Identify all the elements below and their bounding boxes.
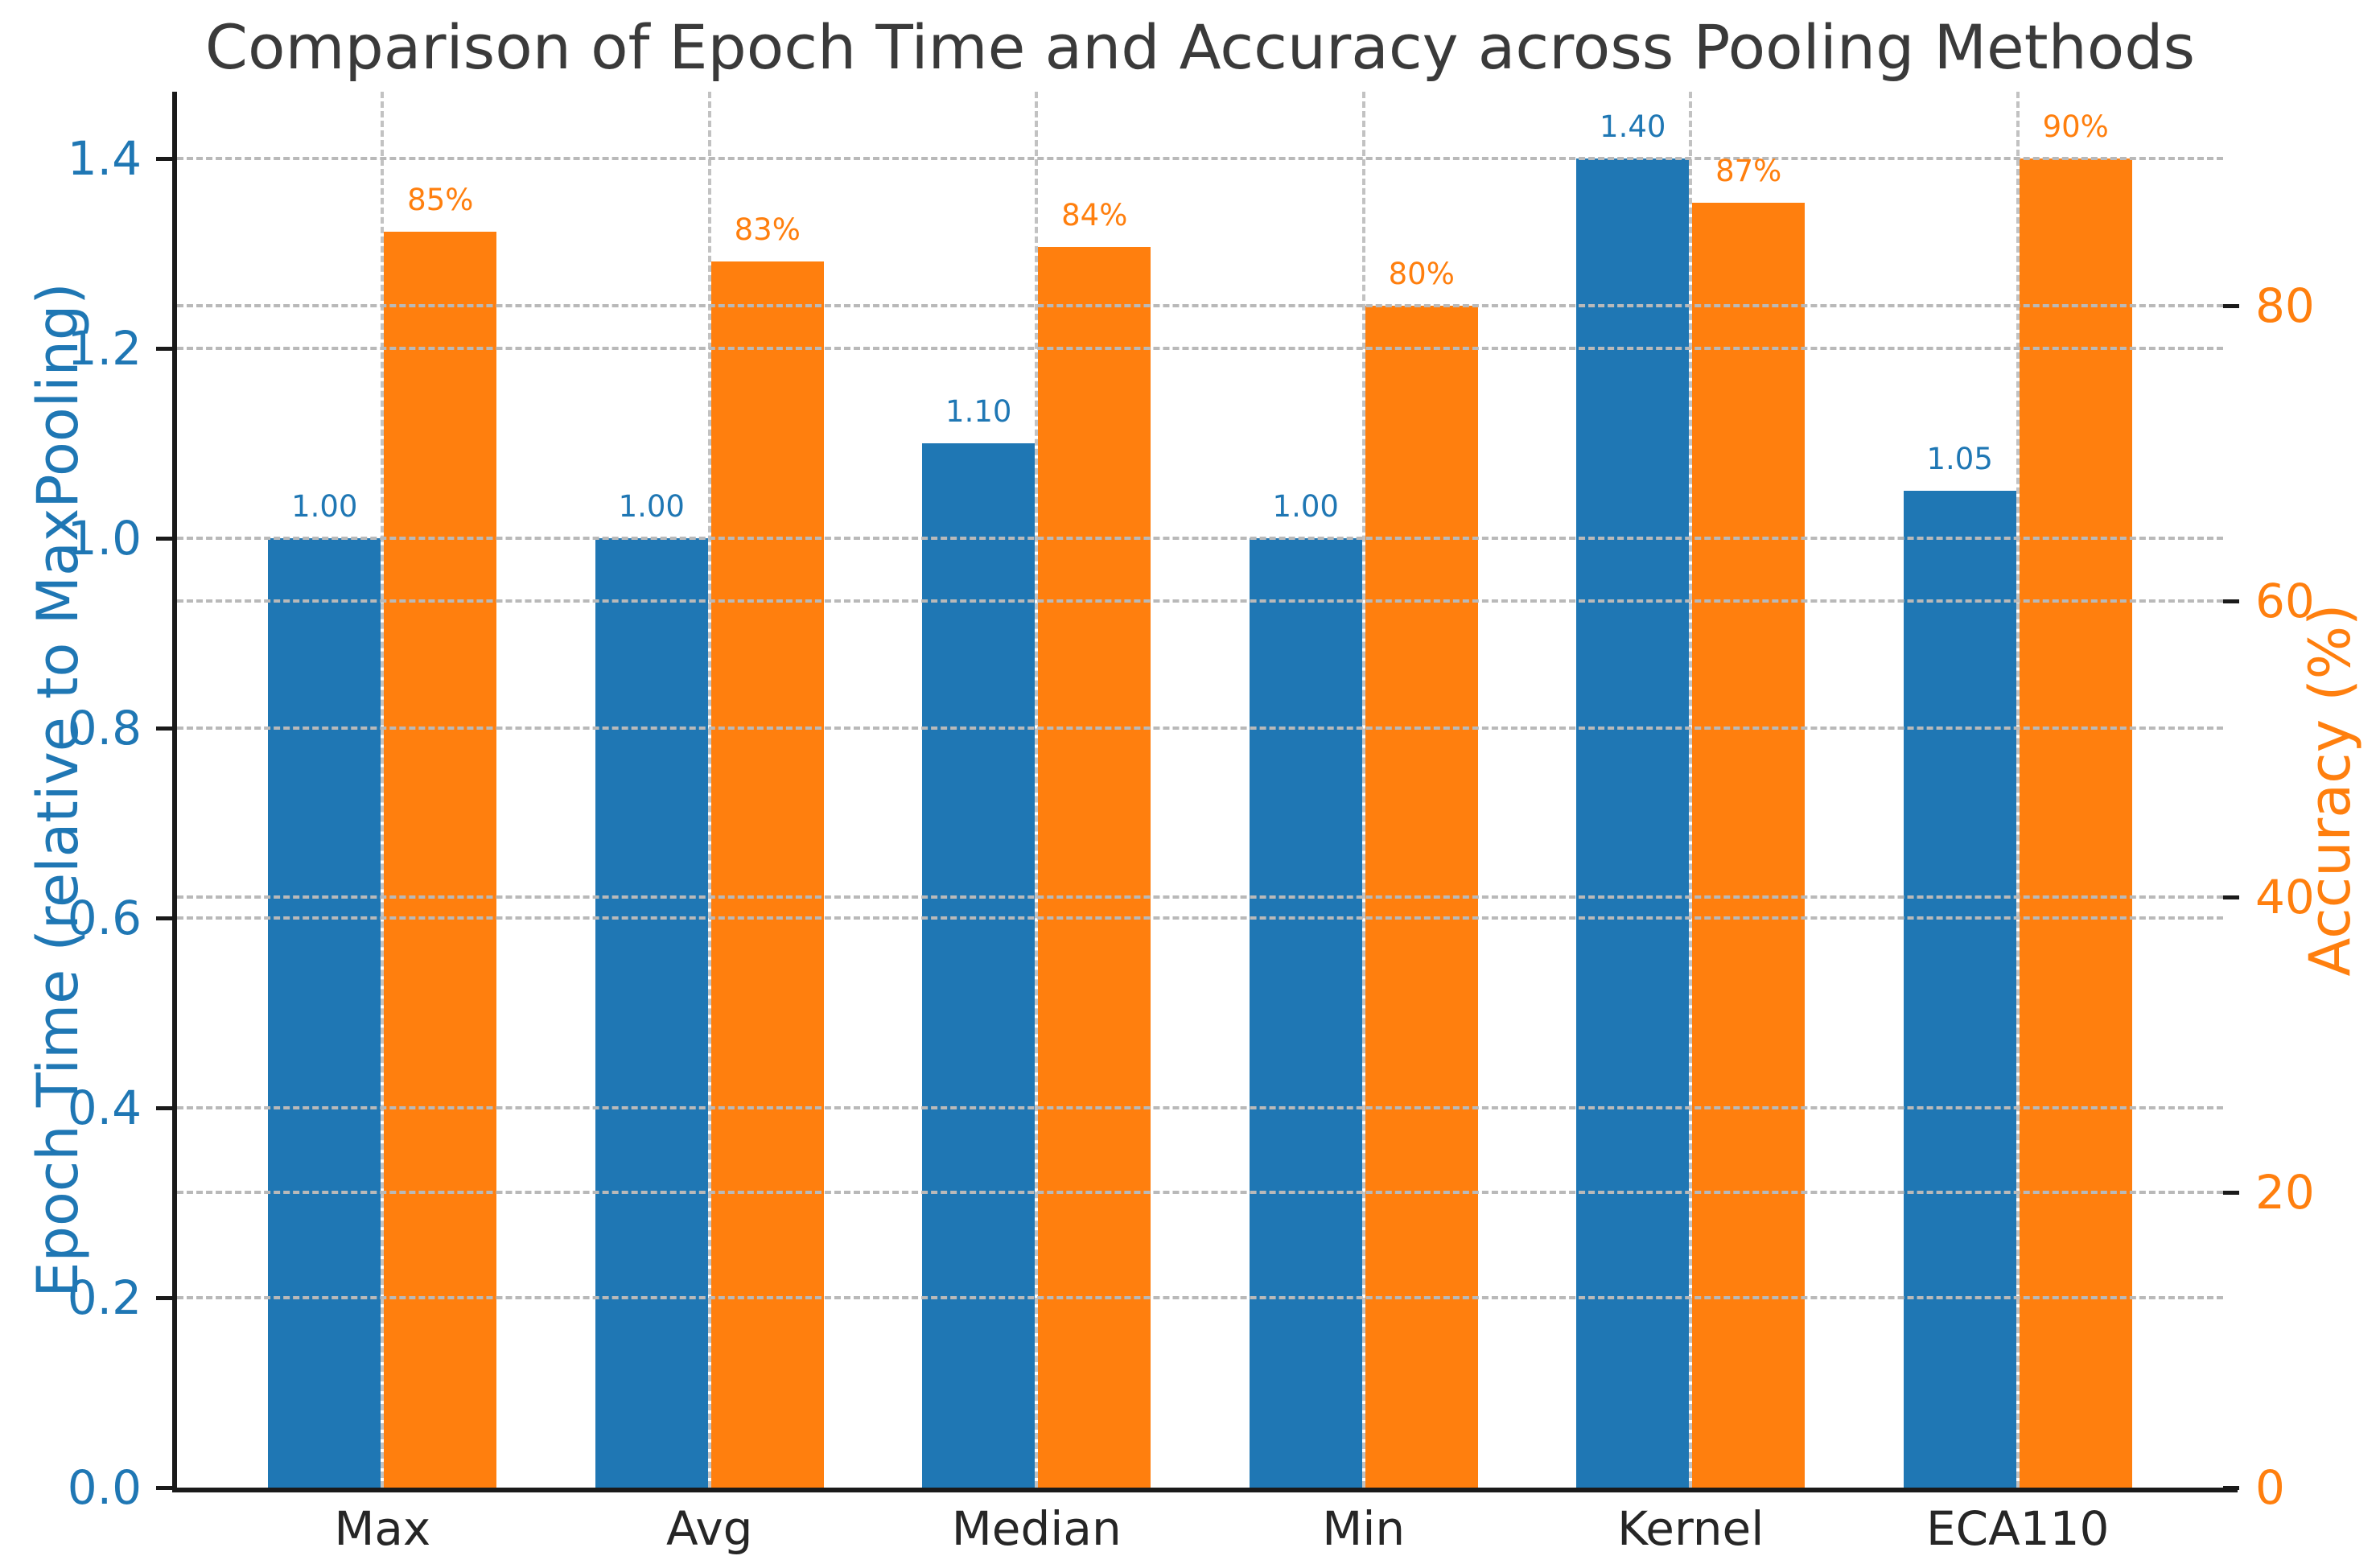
horizontal-gridline <box>177 726 2223 730</box>
left-tick-label: 0.8 <box>67 700 142 755</box>
plot-area: 0.0 0.2 0.4 0.6 0.8 1.0 1.2 1.4 0 20 40 60 80 Max Avg M… <box>68 92 2315 1552</box>
epoch-time-bar <box>268 537 381 1488</box>
left-tick-mark <box>156 726 172 731</box>
left-tick-label: 0.6 <box>67 890 142 945</box>
accuracy-bar <box>1038 246 1151 1488</box>
right-tick-label: 80 <box>2255 278 2315 334</box>
horizontal-gridline <box>177 1190 2223 1194</box>
horizontal-gridline <box>177 916 2223 920</box>
category-label: Kernel <box>1617 1501 1764 1556</box>
category-label: Median <box>951 1501 1122 1556</box>
left-tick-mark <box>156 916 172 920</box>
left-tick-mark <box>156 1105 172 1110</box>
right-tick-mark <box>2223 895 2239 899</box>
accuracy-value-label: 80% <box>1388 257 1455 292</box>
category-label: Max <box>334 1501 431 1556</box>
accuracy-bar <box>384 232 497 1488</box>
epoch-time-value-label: 1.05 <box>1926 441 1993 476</box>
vertical-gridline <box>2016 92 2020 1488</box>
left-tick-label: 0.2 <box>67 1270 142 1325</box>
right-tick-label: 20 <box>2255 1164 2315 1220</box>
left-axis-label: Epoch Time (relative to MaxPooling) <box>25 282 91 1298</box>
horizontal-gridline <box>177 156 2223 160</box>
horizontal-gridline <box>177 346 2223 350</box>
accuracy-value-label: 85% <box>407 183 474 218</box>
epoch-time-bar <box>1903 490 2016 1488</box>
accuracy-value-label: 90% <box>2042 109 2109 144</box>
left-tick-label: 1.2 <box>67 320 142 376</box>
left-tick-mark <box>156 1295 172 1300</box>
right-tick-label: 60 <box>2255 574 2315 629</box>
right-tick-mark <box>2223 1190 2239 1195</box>
left-tick-label: 0.0 <box>67 1460 142 1515</box>
bottom-axis-spine <box>172 1488 2238 1492</box>
accuracy-bar <box>1692 202 1806 1488</box>
right-tick-mark <box>2223 304 2239 309</box>
left-tick-label: 1.4 <box>67 130 142 186</box>
horizontal-gridline <box>177 1295 2223 1299</box>
horizontal-gridline <box>177 599 2223 603</box>
horizontal-gridline <box>177 536 2223 540</box>
category-label: Min <box>1322 1501 1406 1556</box>
left-tick-mark <box>156 536 172 541</box>
accuracy-value-label: 83% <box>734 212 801 248</box>
left-axis-spine <box>172 92 177 1492</box>
right-tick-label: 40 <box>2255 869 2315 924</box>
epoch-time-value-label: 1.00 <box>618 488 685 524</box>
accuracy-bar <box>2019 158 2132 1488</box>
vertical-gridline <box>707 92 711 1488</box>
left-tick-label: 1.0 <box>67 510 142 566</box>
epoch-time-bar <box>595 537 708 1488</box>
epoch-time-bar <box>922 442 1036 1488</box>
epoch-time-value-label: 1.00 <box>1272 488 1339 524</box>
epoch-time-value-label: 1.10 <box>945 393 1012 429</box>
epoch-time-value-label: 1.40 <box>1600 109 1666 144</box>
left-tick-label: 0.4 <box>67 1080 142 1135</box>
accuracy-value-label: 87% <box>1715 153 1782 188</box>
horizontal-gridline <box>177 895 2223 899</box>
vertical-gridline <box>381 92 385 1488</box>
chart-title: Comparison of Epoch Time and Accuracy ac… <box>204 11 2196 83</box>
epoch-time-bar <box>1576 158 1690 1488</box>
vertical-gridline <box>1361 92 1365 1488</box>
vertical-gridline <box>1689 92 1693 1488</box>
accuracy-bar <box>710 261 824 1488</box>
accuracy-value-label: 84% <box>1061 197 1128 233</box>
left-tick-mark <box>156 156 172 161</box>
left-tick-mark <box>156 346 172 351</box>
right-tick-mark <box>2223 599 2239 604</box>
right-tick-mark <box>2223 1486 2239 1490</box>
category-label: Avg <box>666 1501 753 1556</box>
horizontal-gridline <box>177 1105 2223 1109</box>
category-label: ECA110 <box>1925 1501 2110 1556</box>
vertical-gridline <box>1035 92 1039 1488</box>
epoch-time-bar <box>1249 537 1362 1488</box>
right-tick-label: 0 <box>2255 1460 2285 1515</box>
horizontal-gridline <box>177 304 2223 308</box>
epoch-time-value-label: 1.00 <box>291 488 358 524</box>
left-tick-mark <box>156 1486 172 1490</box>
